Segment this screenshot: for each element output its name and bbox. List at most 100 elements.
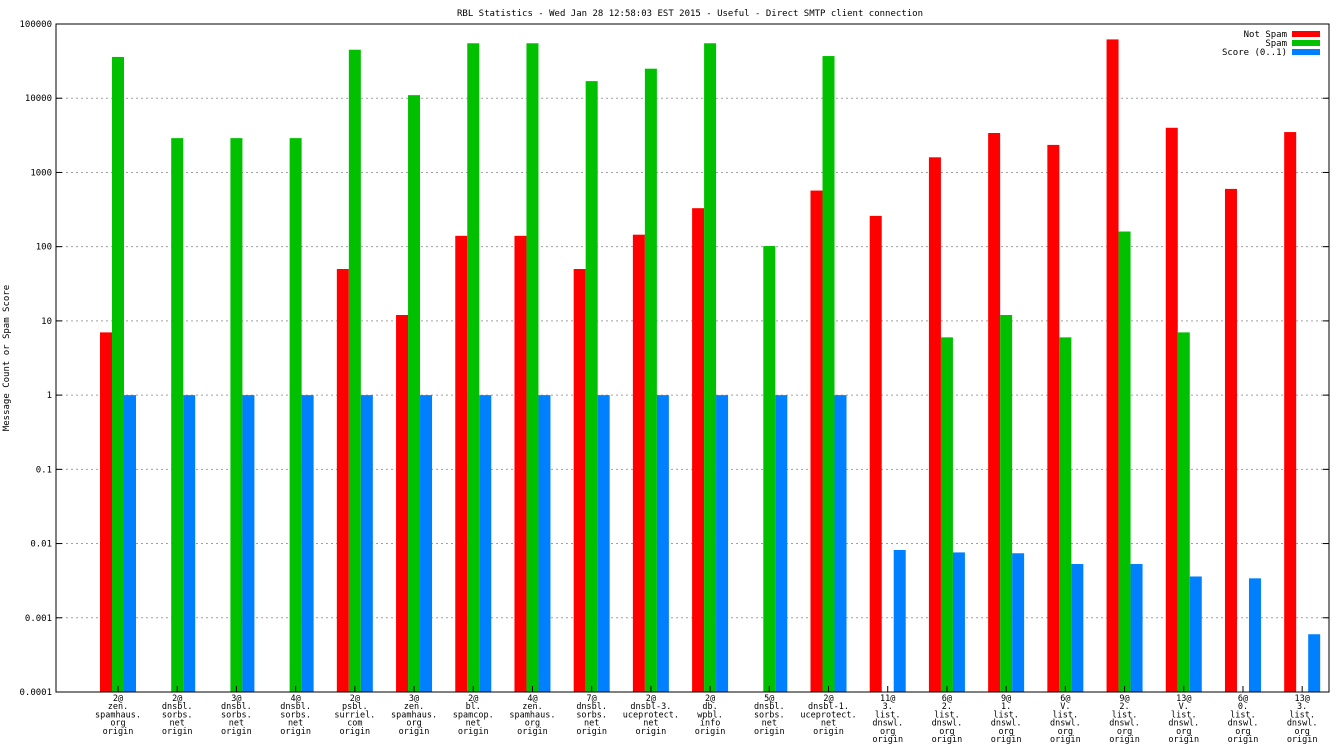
x-tick-label-line: spamcop. bbox=[453, 710, 494, 720]
x-tick-label-line: zen. bbox=[404, 702, 424, 712]
bar-score-0-1 bbox=[538, 395, 551, 692]
y-tick-label: 1000 bbox=[30, 168, 52, 178]
x-tick-label-line: org bbox=[406, 719, 421, 729]
x-tick-label-line: dnsbl-3. bbox=[630, 702, 671, 712]
x-tick-label-line: 3@ bbox=[409, 694, 419, 704]
x-tick-label-line: zen. bbox=[522, 702, 542, 712]
x-tick-label-line: uceprotect. bbox=[800, 710, 856, 720]
x-tick-label-line: sorbs. bbox=[162, 710, 193, 720]
y-tick-label: 0.1 bbox=[36, 465, 52, 475]
x-tick-label-line: 4@ bbox=[291, 694, 301, 704]
x-tick-label-line: 2. bbox=[1119, 702, 1129, 712]
x-tick-label-line: org bbox=[525, 719, 540, 729]
legend-swatch bbox=[1292, 40, 1320, 46]
x-tick-label: 6@ 2. list. dnswl. org origin bbox=[932, 694, 963, 745]
x-tick-label-line: net bbox=[288, 719, 303, 729]
x-tick-label-line: origin bbox=[932, 735, 963, 745]
y-tick-label: 100000 bbox=[19, 20, 52, 30]
x-tick-label-line: dnswl. bbox=[1168, 719, 1199, 729]
x-tick-label-line: origin bbox=[636, 727, 667, 737]
x-tick-label-line: info bbox=[700, 719, 720, 729]
bar-spam bbox=[1118, 231, 1131, 693]
x-tick-label-line: dnswl. bbox=[1287, 719, 1318, 729]
bar-score-0-1 bbox=[1012, 553, 1025, 692]
x-tick-label: 2@ psbl. surriel. com origin bbox=[334, 694, 375, 737]
x-tick-label-line: net bbox=[762, 719, 777, 729]
x-tick-label: 11@ 3. list. dnswl. org origin bbox=[872, 694, 903, 745]
bar-spam bbox=[763, 246, 776, 693]
x-tick-label-line: 7@ bbox=[587, 694, 597, 704]
x-tick-label-line: 9@ bbox=[1001, 694, 1011, 704]
bar-score-0-1 bbox=[1071, 564, 1084, 692]
bar-spam bbox=[348, 49, 361, 693]
bar-not-spam bbox=[869, 215, 882, 692]
bar-not-spam bbox=[100, 332, 112, 692]
x-tick-label-line: net bbox=[229, 719, 244, 729]
x-tick-label-line: sorbs. bbox=[280, 710, 311, 720]
x-tick-label-line: 3. bbox=[1297, 702, 1307, 712]
x-tick-label-line: zen. bbox=[108, 702, 128, 712]
x-tick-label-line: origin bbox=[458, 727, 489, 737]
x-tick-label-line: origin bbox=[1050, 735, 1081, 745]
x-tick-label-line: sorbs. bbox=[754, 710, 785, 720]
x-tick-label-line: 2@ bbox=[468, 694, 478, 704]
x-tick-label-line: origin bbox=[339, 727, 370, 737]
x-tick-label-line: list. bbox=[1289, 710, 1315, 720]
bar-score-0-1 bbox=[893, 549, 906, 692]
x-tick-label-line: list. bbox=[875, 710, 901, 720]
x-tick-label-line: psbl. bbox=[342, 702, 368, 712]
x-tick-label-line: 2@ bbox=[705, 694, 715, 704]
x-tick-label: 9@ 1. list. dnswl. org origin bbox=[991, 694, 1022, 745]
x-tick-label: 3@ zen. spamhaus. org origin bbox=[391, 694, 437, 737]
x-tick-label-line: org bbox=[1117, 727, 1132, 737]
x-tick-label-line: list. bbox=[1230, 710, 1256, 720]
bar-score-0-1 bbox=[1189, 576, 1202, 692]
x-tick-label-line: dnswl. bbox=[1050, 719, 1081, 729]
bar-score-0-1 bbox=[597, 395, 610, 692]
bar-score-0-1 bbox=[360, 395, 373, 692]
bar-spam bbox=[1177, 332, 1190, 692]
x-tick-label-line: dnswl. bbox=[1228, 719, 1259, 729]
legend-label: Spam bbox=[1265, 39, 1287, 49]
bar-spam bbox=[585, 81, 598, 692]
y-tick-label: 0.0001 bbox=[19, 688, 52, 698]
y-tick-label: 10000 bbox=[25, 94, 52, 104]
x-tick-label-line: dnsbl. bbox=[162, 702, 193, 712]
x-tick-label-line: origin bbox=[754, 727, 785, 737]
x-tick-label-line: dnsbl. bbox=[221, 702, 252, 712]
x-tick-label-line: origin bbox=[872, 735, 903, 745]
y-axis-ticks: 0.0001 0.001 0.01 0.1 1 10 100 1000 10000 100000 bbox=[19, 20, 1329, 698]
x-tick-label-line: 13@ bbox=[1295, 694, 1310, 704]
x-tick-label-line: wpbl. bbox=[697, 710, 723, 720]
x-tick-label-line: list. bbox=[1053, 710, 1079, 720]
bar-spam bbox=[467, 43, 480, 692]
x-tick-label-line: list. bbox=[934, 710, 960, 720]
x-tick-label-line: net bbox=[643, 719, 658, 729]
bar-spam bbox=[112, 56, 124, 693]
x-tick-label-line: spamhaus. bbox=[509, 710, 555, 720]
x-tick-label-line: org bbox=[1295, 727, 1310, 737]
y-axis-label: Message Count or Spam Score bbox=[2, 285, 12, 431]
x-tick-label: 2@ dnsbl. sorbs. net origin bbox=[162, 694, 193, 737]
bar-spam bbox=[526, 43, 539, 692]
bar-score-0-1 bbox=[656, 395, 669, 692]
x-tick-label-line: dnswl. bbox=[872, 719, 903, 729]
bar-score-0-1 bbox=[242, 395, 255, 692]
x-tick-label-line: 2@ bbox=[350, 694, 360, 704]
x-tick-label-line: origin bbox=[280, 727, 311, 737]
y-tick-label: 10 bbox=[41, 317, 52, 327]
x-tick-label-line: 6@ bbox=[1060, 694, 1070, 704]
x-tick-label-line: sorbs. bbox=[576, 710, 607, 720]
bar-score-0-1 bbox=[716, 395, 729, 692]
x-tick-label: 3@ dnsbl. sorbs. net origin bbox=[221, 694, 252, 737]
y-tick-label: 0.001 bbox=[25, 614, 52, 624]
x-tick-label-line: com bbox=[347, 719, 362, 729]
x-tick-label-line: origin bbox=[162, 727, 193, 737]
x-tick-label-line: dnswl. bbox=[991, 719, 1022, 729]
x-tick-label-line: origin bbox=[103, 727, 134, 737]
x-tick-label-line: sorbs. bbox=[221, 710, 252, 720]
x-tick-label: 2@ dnsbl-3. uceprotect. net origin bbox=[623, 694, 679, 737]
